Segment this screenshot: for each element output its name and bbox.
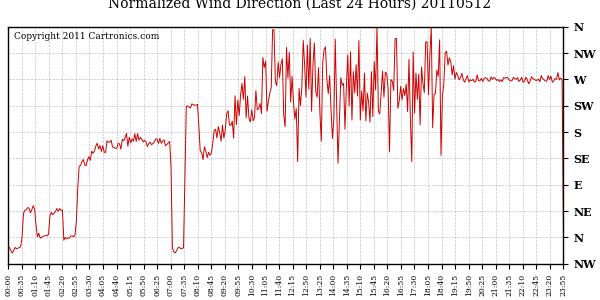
- Text: Copyright 2011 Cartronics.com: Copyright 2011 Cartronics.com: [14, 32, 159, 40]
- Text: Normalized Wind Direction (Last 24 Hours) 20110512: Normalized Wind Direction (Last 24 Hours…: [109, 0, 491, 11]
